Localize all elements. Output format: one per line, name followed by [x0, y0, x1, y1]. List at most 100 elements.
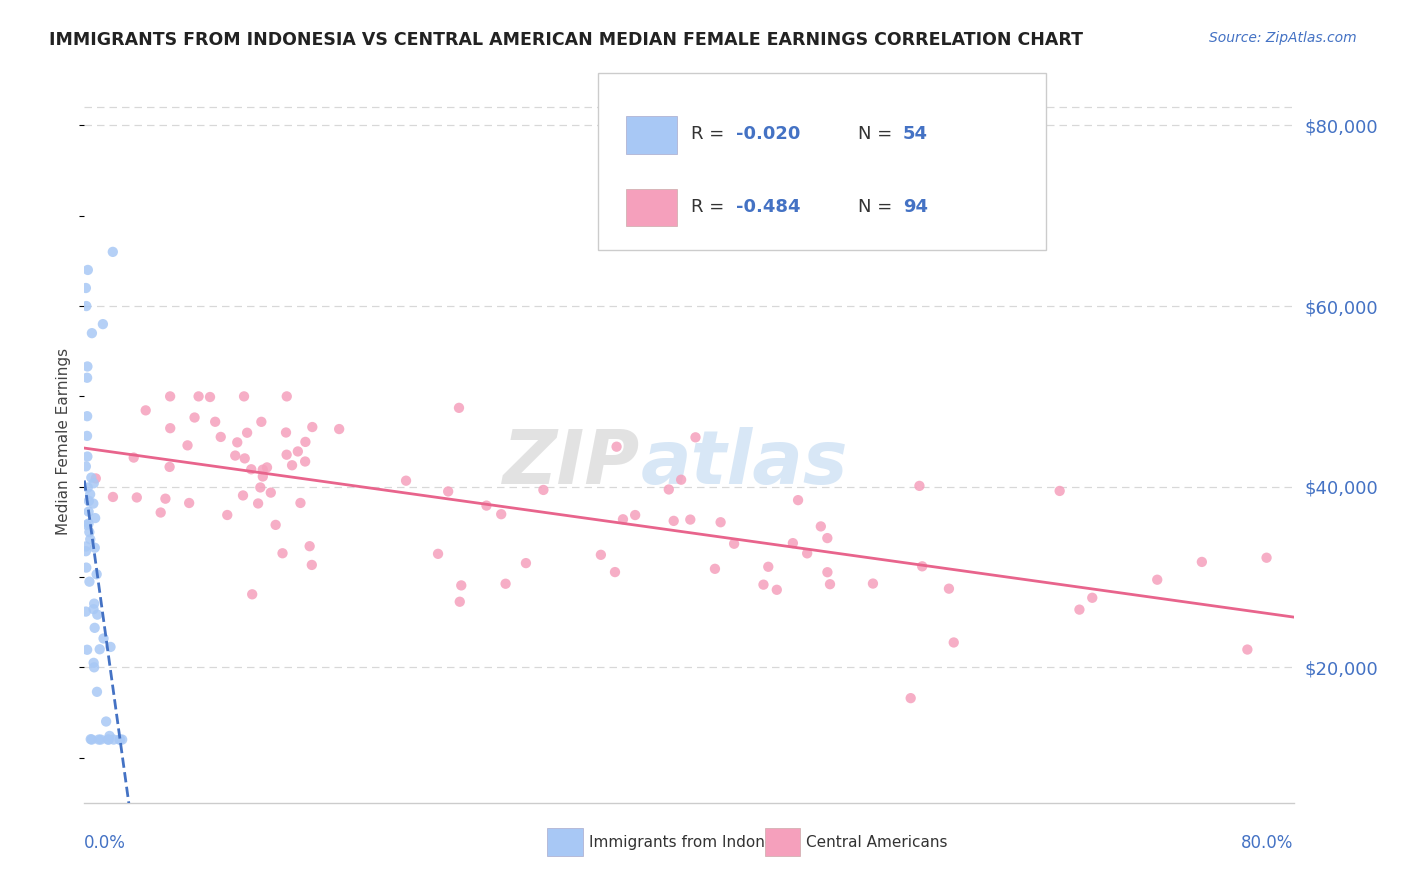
Point [83, 541, 105, 555]
Point [87, 732, 110, 747]
Point [76, 359, 98, 374]
Point [75, 299, 97, 313]
Point [84, 511, 107, 525]
Text: IMMIGRANTS FROM INDONESIA VS CENTRAL AMERICAN MEDIAN FEMALE EARNINGS CORRELATION: IMMIGRANTS FROM INDONESIA VS CENTRAL AME… [49, 31, 1083, 49]
Point [247, 496, 270, 510]
Point [108, 732, 131, 747]
Point [328, 422, 350, 436]
Point [79, 574, 101, 589]
Point [301, 420, 323, 434]
Point [91, 317, 114, 331]
Point [818, 577, 841, 591]
Point [79, 525, 101, 540]
Point [98, 729, 121, 743]
Point [76, 642, 98, 657]
Point [685, 430, 707, 444]
Text: atlas: atlas [641, 426, 848, 500]
Point [79, 487, 101, 501]
Point [252, 463, 274, 477]
Point [815, 565, 838, 579]
Point [1191, 555, 1213, 569]
FancyBboxPatch shape [547, 828, 582, 856]
Point [233, 451, 256, 466]
Point [83, 621, 105, 635]
Point [76, 409, 98, 424]
Point [90, 732, 112, 747]
Point [76, 517, 98, 532]
Point [159, 459, 181, 474]
Point [187, 389, 209, 403]
Point [249, 480, 271, 494]
Point [236, 425, 259, 440]
Point [80, 732, 103, 747]
Text: Source: ZipAtlas.com: Source: ZipAtlas.com [1209, 31, 1357, 45]
Point [86, 607, 108, 622]
Point [76, 450, 98, 464]
Point [475, 499, 498, 513]
Point [83, 660, 105, 674]
Point [86, 567, 108, 582]
Point [75, 560, 97, 574]
Point [710, 515, 733, 529]
Point [83, 656, 105, 670]
Point [489, 507, 512, 521]
Point [276, 448, 298, 462]
Point [176, 438, 198, 452]
Point [938, 582, 960, 596]
Point [83, 476, 105, 491]
Point [752, 577, 775, 591]
Point [250, 415, 273, 429]
Point [810, 519, 832, 533]
Point [226, 435, 249, 450]
Point [97, 732, 120, 747]
Point [589, 548, 612, 562]
Point [256, 460, 278, 475]
FancyBboxPatch shape [599, 73, 1046, 250]
Point [100, 640, 122, 654]
Point [260, 485, 283, 500]
Point [531, 483, 554, 497]
Point [111, 732, 134, 747]
Point [94, 714, 117, 729]
Point [80, 470, 103, 484]
Point [495, 576, 517, 591]
Point [84, 471, 107, 485]
Point [287, 444, 309, 458]
Point [155, 491, 177, 506]
Point [276, 389, 298, 403]
Point [908, 479, 931, 493]
Point [427, 547, 450, 561]
Point [86, 685, 108, 699]
Point [179, 496, 201, 510]
Point [900, 691, 922, 706]
Point [765, 582, 787, 597]
Point [75, 459, 97, 474]
Point [76, 370, 98, 384]
Point [77, 505, 100, 519]
Text: 54: 54 [903, 126, 928, 144]
Point [75, 540, 97, 554]
Point [149, 506, 172, 520]
Text: -0.020: -0.020 [737, 126, 800, 144]
Point [662, 514, 685, 528]
Text: ZIP: ZIP [503, 426, 641, 500]
Point [274, 425, 297, 440]
Point [204, 415, 226, 429]
Point [450, 578, 472, 592]
Point [447, 401, 470, 415]
Point [240, 587, 263, 601]
Point [942, 635, 965, 649]
FancyBboxPatch shape [626, 188, 676, 227]
Point [82, 497, 104, 511]
Point [103, 732, 125, 747]
Point [298, 539, 321, 553]
Point [603, 565, 626, 579]
Point [233, 389, 256, 403]
Point [224, 449, 246, 463]
Point [101, 244, 124, 259]
Point [612, 512, 634, 526]
Point [217, 508, 239, 522]
Point [787, 493, 810, 508]
Point [1236, 642, 1258, 657]
Point [290, 496, 312, 510]
